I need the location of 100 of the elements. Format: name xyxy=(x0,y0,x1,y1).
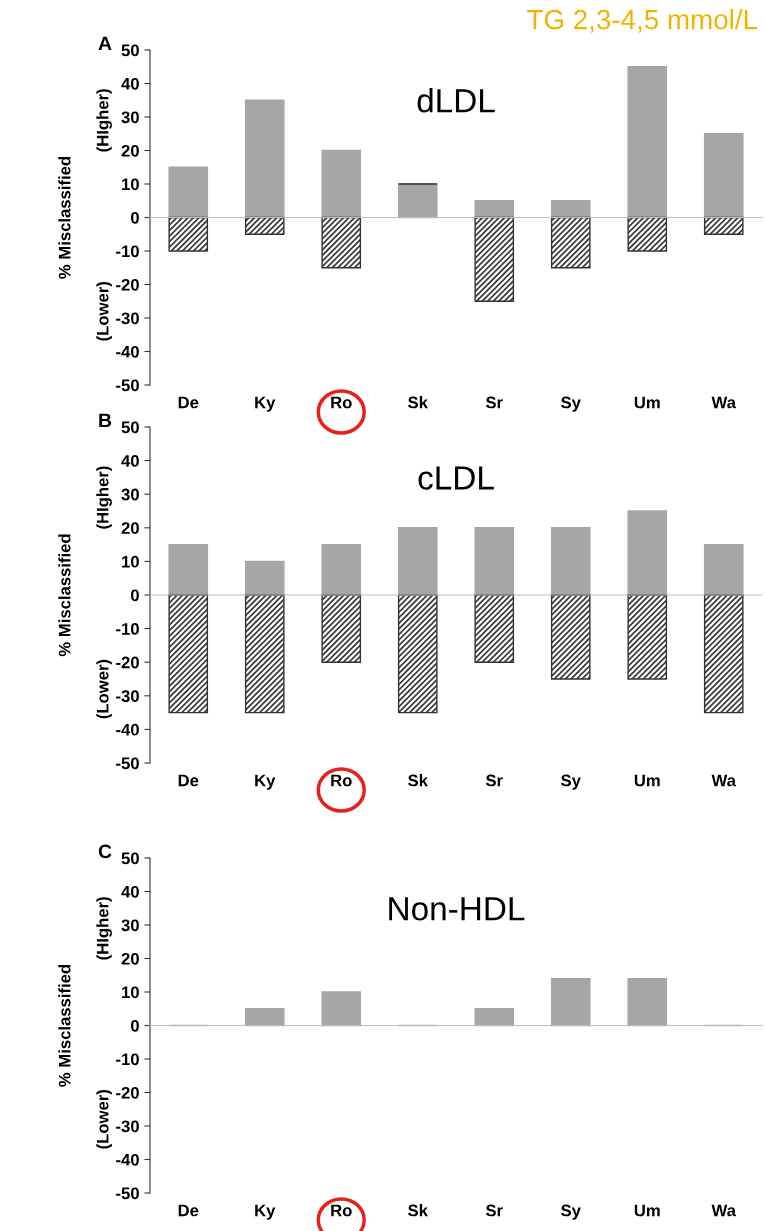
bar xyxy=(627,66,668,219)
x-tick-label: Wa xyxy=(711,774,737,787)
bar xyxy=(550,527,591,596)
y-tick-label: -20 xyxy=(116,1086,139,1099)
x-tick-label: Um xyxy=(634,1204,660,1217)
y-tick-label: -30 xyxy=(116,690,139,703)
y-tick-label: -50 xyxy=(116,757,139,770)
y-axis-title: % Misclassified xyxy=(58,534,71,657)
text: A xyxy=(98,36,112,51)
x-tick-label: Sr xyxy=(485,774,503,787)
bar xyxy=(397,594,438,714)
bar xyxy=(627,216,668,252)
y-tick-label: 30 xyxy=(121,488,139,501)
x-tick-label: Um xyxy=(634,396,660,409)
y-tick-label: -10 xyxy=(116,623,139,635)
y-tick-label: 20 xyxy=(121,144,139,157)
y-tick-label: -50 xyxy=(116,1187,139,1200)
bar xyxy=(168,166,209,219)
bar xyxy=(550,216,591,269)
bar xyxy=(474,1008,515,1027)
x-tick-label: Ro xyxy=(331,396,352,409)
x-tick-label: Sr xyxy=(485,1204,503,1217)
y-tick-label: 50 xyxy=(121,852,139,865)
bar xyxy=(244,99,285,219)
y-tick-label: 10 xyxy=(122,178,139,191)
bar xyxy=(474,216,515,302)
bar xyxy=(321,594,362,663)
x-tick-label: Ro xyxy=(331,774,352,787)
bar xyxy=(244,594,285,714)
y-tick-label: 40 xyxy=(121,455,139,467)
y-tick-label: -40 xyxy=(116,723,139,736)
y-tick-label: -40 xyxy=(116,345,139,358)
y-axis-title: % Misclassified xyxy=(58,156,71,279)
x-tick-label: Sy xyxy=(561,396,581,412)
x-tick-label: De xyxy=(178,396,199,409)
y-tick-label: -10 xyxy=(116,245,139,258)
bar xyxy=(168,543,209,596)
x-tick-label: Um xyxy=(634,774,660,787)
x-tick-label: Sk xyxy=(408,774,428,787)
y-tick-label: 10 xyxy=(122,555,139,568)
bar xyxy=(703,216,744,235)
y-tick-label: -10 xyxy=(116,1053,139,1066)
y-tick-label: 10 xyxy=(122,986,139,999)
y-tick-label: 20 xyxy=(121,952,139,965)
x-tick-label: Ky xyxy=(255,396,276,412)
bar xyxy=(321,149,362,219)
y-tick-label: 0 xyxy=(130,211,139,224)
x-tick-label: Ky xyxy=(255,1204,276,1220)
bar xyxy=(703,133,744,219)
bar xyxy=(244,216,285,235)
y-tick-label: -20 xyxy=(116,656,139,669)
text: (HIgher) xyxy=(96,466,112,529)
y-tick-label: -30 xyxy=(116,1120,139,1133)
x-tick-label: Ky xyxy=(255,774,276,790)
bar xyxy=(703,594,744,714)
text: (Lower) xyxy=(96,282,112,341)
y-tick-label: 40 xyxy=(121,77,139,90)
y-tick-label: -20 xyxy=(116,278,139,291)
x-tick-label: Sr xyxy=(485,396,503,409)
bar xyxy=(550,200,591,219)
y-tick-label: 40 xyxy=(121,885,139,898)
y-tick-label: 30 xyxy=(121,111,139,124)
bar xyxy=(397,183,438,219)
x-tick-label: Sk xyxy=(408,1204,428,1217)
bar xyxy=(474,594,515,663)
x-tick-label: Wa xyxy=(711,1204,737,1217)
x-tick-label: Sy xyxy=(561,774,581,790)
x-tick-label: De xyxy=(178,1204,199,1217)
bar xyxy=(321,543,362,596)
bar xyxy=(627,510,668,596)
bar xyxy=(168,216,209,252)
x-tick-label: Sy xyxy=(561,1204,581,1220)
bar xyxy=(550,594,591,680)
text: dLDL xyxy=(417,88,495,113)
text: cLDL xyxy=(418,466,494,490)
bar xyxy=(703,543,744,596)
bar xyxy=(550,977,591,1027)
bar xyxy=(321,991,362,1027)
text: (Lower) xyxy=(96,659,112,719)
bar xyxy=(397,527,438,596)
y-tick-label: 50 xyxy=(121,421,139,434)
y-tick-label: -30 xyxy=(116,312,139,325)
y-tick-label: 0 xyxy=(130,1019,139,1032)
text: (HIgher) xyxy=(96,897,112,960)
text: C xyxy=(98,844,112,859)
text: (HIgher) xyxy=(96,89,112,152)
y-tick-label: 30 xyxy=(121,919,139,932)
bar xyxy=(168,594,209,714)
y-tick-label: 20 xyxy=(121,522,139,534)
bar xyxy=(474,200,515,219)
bar xyxy=(244,560,285,596)
bar xyxy=(321,216,362,269)
bar xyxy=(244,1008,285,1027)
text: TG 2,3-4,5 mmol/L xyxy=(527,9,758,33)
y-tick-label: 0 xyxy=(130,589,139,602)
text: Non-HDL xyxy=(389,897,525,921)
y-axis-title: % Misclassified xyxy=(58,964,71,1087)
x-tick-label: Sk xyxy=(408,396,428,409)
x-tick-label: De xyxy=(178,774,199,787)
text: (Lower) xyxy=(96,1090,112,1149)
